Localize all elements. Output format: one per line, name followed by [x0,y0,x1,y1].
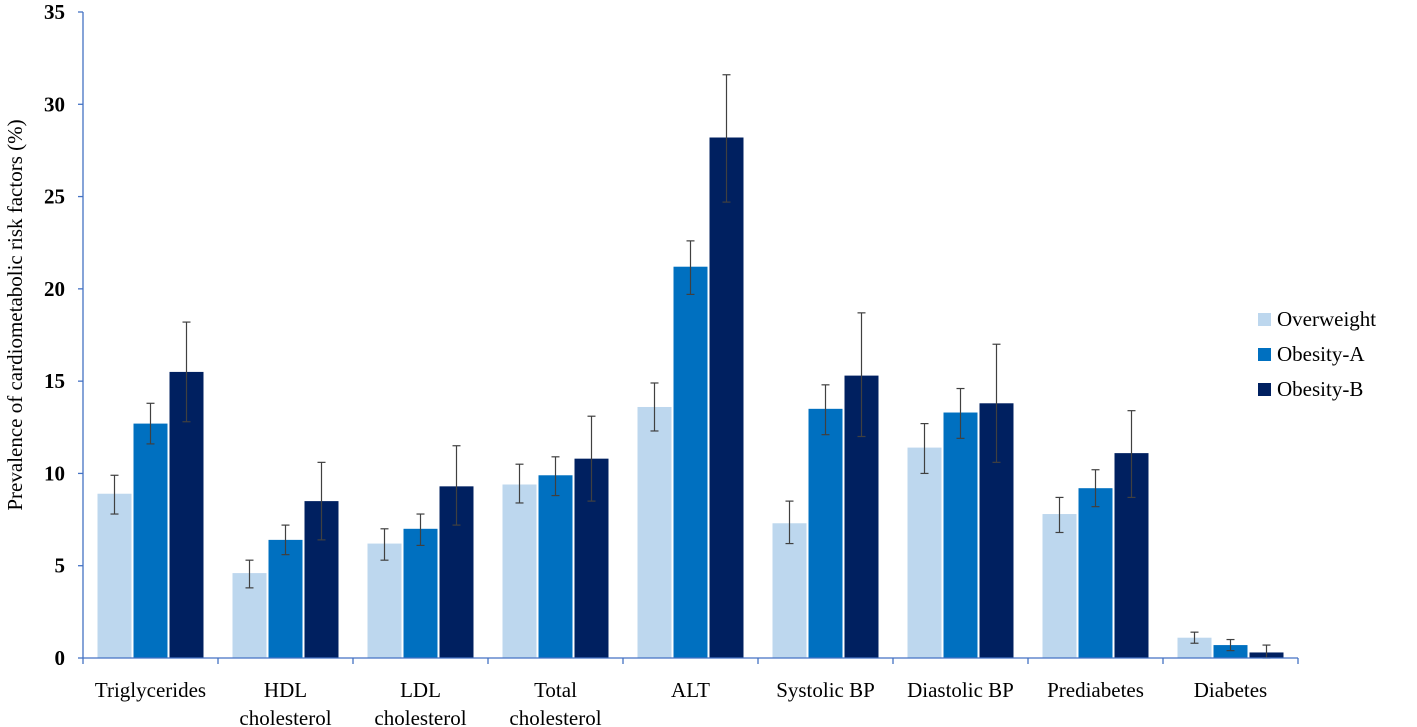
x-tick-label-3: Total cholesterol [509,678,601,727]
x-tick-label-6: Diastolic BP [907,678,1014,702]
error-bar-obesity-a-5 [821,384,830,436]
x-tick-label-0: Triglycerides [95,678,206,702]
error-bar-obesity-a-8 [1226,638,1235,652]
error-bar-overweight-8 [1190,631,1199,644]
error-bar-overweight-4 [650,382,659,432]
legend: Overweight Obesity-A Obesity-B [1258,302,1376,407]
error-bar-obesity-a-0 [146,402,155,445]
y-tick-label-30: 30 [44,92,65,116]
legend-swatch-obesity-a [1258,348,1271,361]
legend-label-overweight: Overweight [1277,307,1377,331]
error-bar-obesity-a-3 [551,456,560,497]
x-tick-label-5: Systolic BP [776,678,875,702]
error-bar-obesity-b-6 [992,343,1001,463]
bar-obesity-a-3 [538,475,573,658]
bar-obesity-a-7 [1078,488,1113,658]
error-bar-obesity-b-1 [317,461,326,541]
legend-item-obesity-a: Obesity-A [1258,337,1376,372]
bar-obesity-a-8 [1213,645,1248,658]
bar-overweight-5 [772,523,807,658]
error-bar-obesity-a-1 [281,524,290,556]
y-axis-label: Prevalence of cardiometabolic risk facto… [3,119,27,510]
bar-obesity-a-5 [808,408,843,658]
bar-obesity-a-6 [943,412,978,658]
error-bar-obesity-a-7 [1091,469,1100,508]
bar-obesity-b-4 [709,137,744,659]
bar-obesity-a-1 [268,539,303,658]
error-bar-overweight-7 [1055,496,1064,534]
bar-overweight-3 [502,484,537,658]
x-tick-label-7: Prediabetes [1047,678,1144,702]
y-tick-label-0: 0 [55,646,66,670]
x-tick-label-1: HDL cholesterol [239,678,331,727]
bar-overweight-7 [1042,514,1077,658]
error-bar-overweight-1 [245,559,254,589]
legend-swatch-obesity-b [1258,383,1271,396]
y-tick-label-25: 25 [44,185,65,209]
legend-item-overweight: Overweight [1258,302,1376,337]
y-tick-label-35: 35 [44,0,65,24]
error-bar-obesity-b-2 [452,445,461,526]
bar-overweight-4 [637,406,672,658]
bar-obesity-a-2 [403,528,438,658]
bar-overweight-2 [367,543,402,658]
error-bar-overweight-0 [110,474,119,515]
y-tick-label-20: 20 [44,277,65,301]
bar-obesity-a-4 [673,266,708,658]
error-bar-overweight-6 [920,422,929,475]
x-tick-label-4: ALT [671,678,710,702]
legend-label-obesity-a: Obesity-A [1277,342,1365,366]
bar-overweight-8 [1177,637,1212,658]
error-bar-obesity-a-4 [686,240,695,295]
bars-layer [97,137,1284,659]
axes-layer [78,11,1299,664]
labels-layer: 0 5 10 15 20 25 30 35 Triglycerides HDL cholestero… [3,0,1267,727]
error-bar-obesity-a-2 [416,513,425,547]
x-tick-label-8: Diabetes [1194,678,1267,702]
error-bar-overweight-5 [785,500,794,545]
error-bar-obesity-b-5 [857,312,866,438]
bar-obesity-a-0 [133,423,168,658]
y-tick-label-5: 5 [55,554,66,578]
error-bar-obesity-b-3 [587,415,596,502]
error-bar-obesity-b-7 [1127,410,1136,499]
legend-item-obesity-b: Obesity-B [1258,372,1376,407]
bar-overweight-6 [907,447,942,658]
x-tick-label-2: LDL cholesterol [374,678,466,727]
error-bar-obesity-b-4 [722,74,731,203]
legend-swatch-overweight [1258,313,1271,326]
y-tick-label-10: 10 [44,461,65,485]
error-bar-overweight-2 [380,528,389,561]
error-bar-obesity-a-6 [956,387,965,439]
error-bar-overweight-3 [515,463,524,504]
legend-label-obesity-b: Obesity-B [1277,377,1364,401]
error-bar-obesity-b-0 [182,321,191,423]
error-bars-layer [110,74,1271,659]
bar-overweight-0 [97,493,132,658]
y-tick-label-15: 15 [44,369,65,393]
